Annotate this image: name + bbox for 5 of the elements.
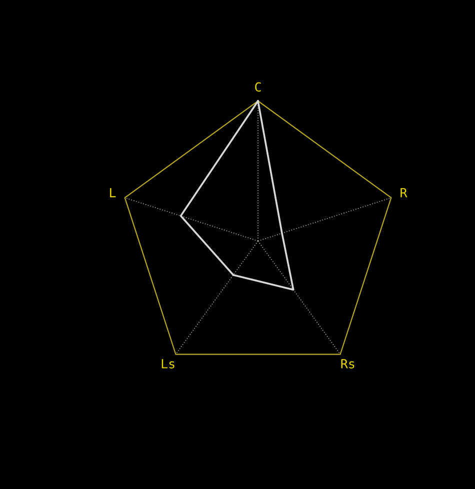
spoke-label: C xyxy=(255,82,261,92)
spoke-label: R xyxy=(400,188,408,198)
spoke-label: Rs xyxy=(341,359,354,368)
spoke-label: Ls xyxy=(162,359,174,368)
spoke-label: L xyxy=(110,188,116,198)
